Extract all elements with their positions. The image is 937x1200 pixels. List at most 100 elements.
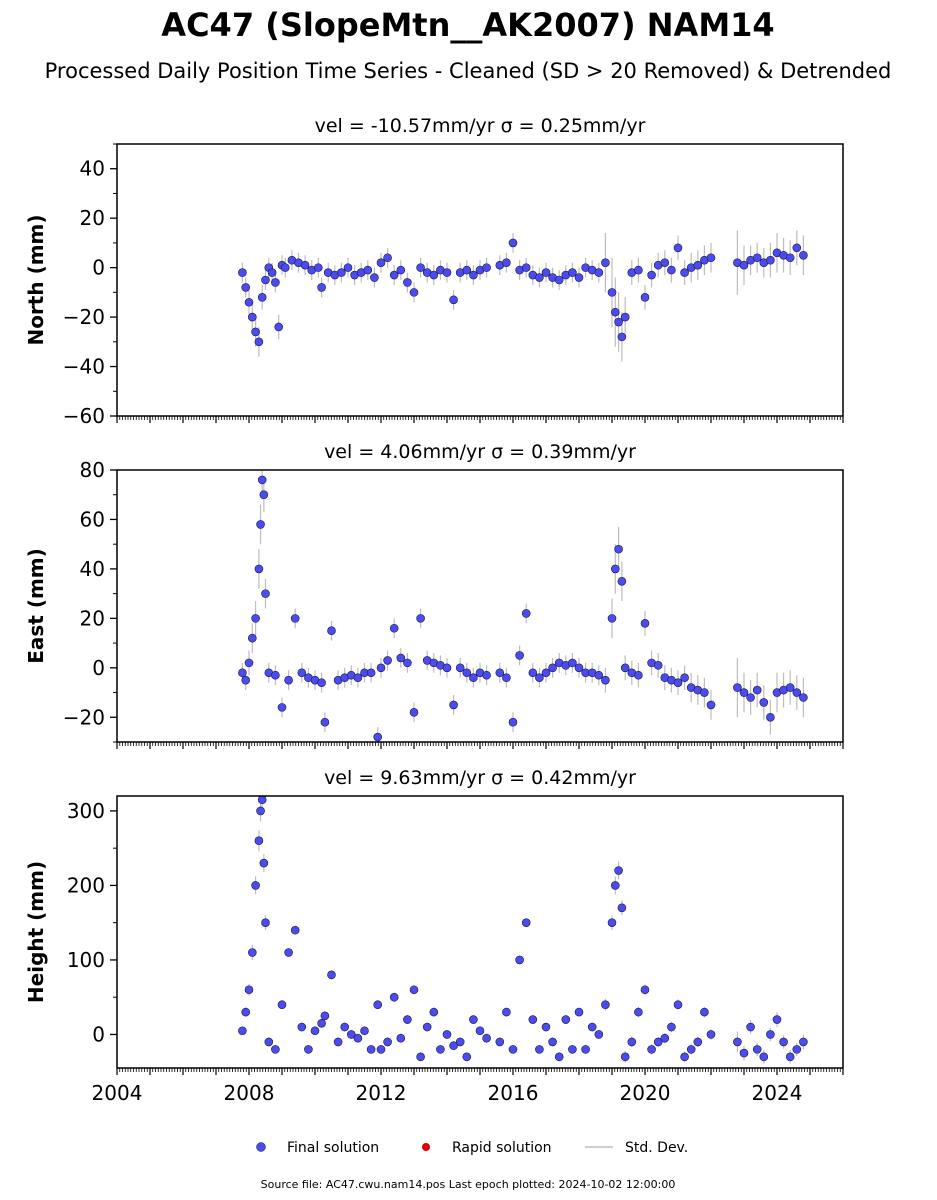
legend-final-label: Final solution [287,1140,379,1156]
data-point [667,265,676,275]
data-point [535,273,544,282]
data-point [601,1000,610,1009]
data-point [594,268,604,277]
data-point [304,1045,313,1054]
data-point [366,1045,376,1054]
data-point [469,673,478,683]
data-point [297,668,307,678]
data-point [403,658,412,668]
series-final [238,230,808,362]
data-point [259,490,269,500]
data-point [244,658,254,668]
y-tick-label: 0 [92,656,105,680]
data-point [495,668,505,678]
data-point [416,1052,425,1062]
data-point [568,268,577,277]
data-point [370,273,379,282]
data-point [261,918,270,927]
data-point [607,614,617,623]
legend-rapid-marker [422,1143,430,1151]
data-point [271,670,280,680]
y-tick-label: 40 [80,157,105,181]
data-point [284,948,293,957]
data-point [660,1033,670,1043]
data-point [746,693,755,702]
data-point [251,327,260,337]
data-point [614,317,623,327]
data-point [248,312,257,322]
data-point [241,675,250,685]
legend: Final solution Rapid solution Std. Dev. [256,1140,688,1156]
y-tick-label: 0 [92,1022,105,1046]
data-point [752,1045,762,1054]
data-point [799,1037,808,1047]
x-tick-label: 2008 [224,1081,275,1105]
data-point [521,263,531,272]
data-point [634,670,643,680]
data-point [739,1048,749,1058]
data-point [620,1052,630,1062]
data-point [574,1007,584,1017]
data-point [469,1015,478,1024]
data-point [238,268,247,277]
data-point [733,683,742,692]
data-point [389,270,399,280]
data-point [647,270,656,280]
data-point [396,1033,406,1043]
panel-title: vel = 4.06mm/yr σ = 0.39mm/yr [324,441,636,463]
data-point [462,1052,472,1062]
data-point [594,670,604,680]
data-point [548,1037,557,1047]
data-point [455,1037,465,1047]
data-point [317,1018,326,1028]
data-point [389,623,399,633]
data-point [353,1033,363,1043]
data-point [541,268,551,277]
data-point [248,633,257,643]
data-point [495,1037,505,1047]
data-point [389,992,399,1002]
data-point [617,576,627,586]
data-point [442,268,452,277]
data-point [257,293,267,302]
data-point [346,1030,356,1039]
data-point [693,260,703,270]
data-point [261,275,270,285]
data-point [416,614,425,623]
y-tick-label: 0 [92,256,105,280]
data-point [627,1037,637,1047]
data-point [256,520,265,529]
data-point [548,663,557,673]
x-tick-label: 2012 [356,1081,407,1105]
data-point [277,703,287,712]
data-point [502,1007,511,1017]
data-point [251,614,260,623]
data-point [739,260,749,270]
data-point [353,673,363,683]
panel-title: vel = 9.63mm/yr σ = 0.42mm/yr [324,767,636,789]
data-point [746,1022,755,1032]
data-point [785,1052,795,1062]
data-point [601,675,610,685]
data-point [752,253,762,263]
data-point [254,836,264,846]
data-point [610,307,620,317]
legend-std-label: Std. Dev. [625,1140,688,1156]
data-point [554,275,564,285]
data-point [634,265,643,275]
data-point [640,293,650,302]
data-point [680,1052,689,1062]
data-point [469,270,478,280]
chart-title: AC47 (SlopeMtn__AK2007) NAM14 [161,6,774,44]
data-point [541,668,551,678]
data-point [515,651,524,660]
data-point [574,663,584,673]
data-point [700,688,709,697]
data-point [320,717,330,727]
y-tick-label: 40 [80,557,105,581]
x-tick-label: 2020 [620,1081,671,1105]
data-point [594,1030,604,1039]
data-point [327,626,336,636]
y-tick-label: −40 [63,355,105,379]
x-tick-label: 2024 [752,1081,803,1105]
